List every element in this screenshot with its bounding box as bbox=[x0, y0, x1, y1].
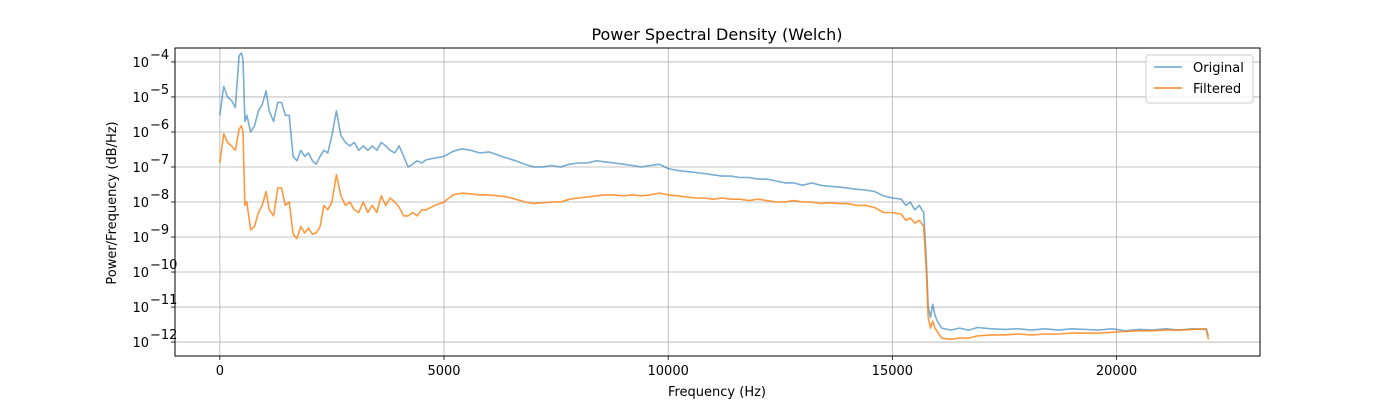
chart-title: Power Spectral Density (Welch) bbox=[591, 25, 842, 44]
y-tick-exponent: −8 bbox=[150, 188, 169, 203]
y-axis-label: Power/Frequency (dB/Hz) bbox=[105, 121, 120, 284]
x-tick-label: 20000 bbox=[1096, 364, 1137, 379]
x-tick-label: 10000 bbox=[648, 364, 689, 379]
y-tick-exponent: −6 bbox=[150, 118, 169, 133]
y-tick-label: 10 bbox=[132, 56, 149, 71]
x-tick-label: 0 bbox=[216, 364, 224, 379]
y-tick-exponent: −11 bbox=[150, 293, 177, 308]
y-tick-exponent: −5 bbox=[150, 83, 169, 98]
y-tick-label: 10 bbox=[132, 301, 149, 316]
y-tick-label: 10 bbox=[132, 161, 149, 176]
y-tick-label: 10 bbox=[132, 336, 149, 351]
y-tick-exponent: −4 bbox=[150, 48, 169, 63]
y-tick-exponent: −10 bbox=[150, 258, 177, 273]
x-axis: 0 5000 10000 15000 20000 bbox=[216, 356, 1137, 379]
legend-entry-label: Original bbox=[1193, 61, 1244, 76]
y-tick-label: 10 bbox=[132, 91, 149, 106]
y-tick-label: 10 bbox=[132, 266, 149, 281]
series-line-filtered bbox=[219, 125, 1210, 341]
y-tick-exponent: −12 bbox=[150, 328, 177, 343]
x-tick-label: 15000 bbox=[872, 364, 913, 379]
series-group bbox=[219, 52, 1210, 341]
x-tick-label: 5000 bbox=[427, 364, 460, 379]
legend-entry-label: Filtered bbox=[1193, 82, 1241, 97]
series-line-original bbox=[219, 52, 1210, 337]
grid bbox=[175, 48, 1260, 356]
y-tick-exponent: −7 bbox=[150, 153, 169, 168]
x-axis-label: Frequency (Hz) bbox=[668, 385, 766, 400]
y-tick-label: 10 bbox=[132, 196, 149, 211]
y-tick-label: 10 bbox=[132, 126, 149, 141]
y-tick-label: 10 bbox=[132, 231, 149, 246]
y-tick-exponent: −9 bbox=[150, 223, 169, 238]
legend: Original Filtered bbox=[1145, 54, 1254, 104]
